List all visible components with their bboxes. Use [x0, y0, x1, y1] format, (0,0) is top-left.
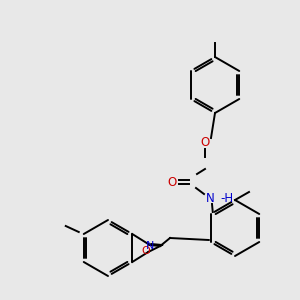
Text: O: O: [142, 246, 151, 256]
Text: N: N: [206, 191, 214, 205]
Text: -H: -H: [220, 191, 233, 205]
Text: N: N: [146, 241, 154, 251]
Text: O: O: [167, 176, 177, 188]
Text: O: O: [200, 136, 210, 149]
